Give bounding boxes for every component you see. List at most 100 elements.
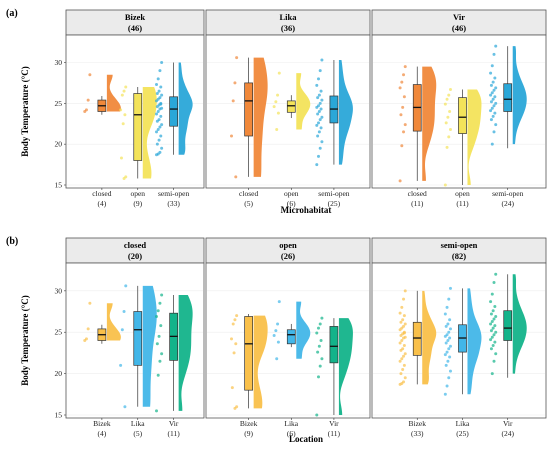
- data-point: [403, 65, 407, 69]
- data-point: [274, 329, 278, 333]
- box: [286, 329, 296, 345]
- data-point: [445, 384, 449, 388]
- violin-half: [467, 288, 482, 395]
- data-point: [444, 341, 448, 345]
- data-point: [443, 334, 447, 338]
- data-point: [316, 121, 320, 125]
- x-tick-label: closed: [408, 189, 427, 198]
- data-point: [403, 376, 407, 380]
- x-tick-label: open: [284, 189, 299, 198]
- data-point: [447, 330, 451, 334]
- data-point: [318, 118, 322, 122]
- data-point: [275, 127, 279, 131]
- data-point: [316, 350, 320, 354]
- data-point: [491, 343, 495, 347]
- facet-panel: open(26) Bizek(9) Lika(6) Vir(11): [205, 237, 371, 438]
- data-point: [490, 372, 494, 376]
- data-point: [402, 343, 406, 347]
- data-point: [443, 353, 447, 357]
- data-point: [492, 130, 496, 134]
- data-point: [402, 130, 406, 134]
- data-point: [316, 112, 320, 116]
- data-point: [317, 93, 321, 97]
- data-point: [448, 318, 452, 322]
- data-point: [398, 341, 402, 345]
- group-count-label: (25): [456, 429, 469, 438]
- data-point: [155, 314, 158, 318]
- data-point: [489, 93, 493, 97]
- data-point: [402, 73, 406, 77]
- data-point: [403, 289, 407, 293]
- data-point: [490, 91, 494, 95]
- group-count-label: (9): [244, 429, 253, 438]
- data-point: [448, 286, 452, 290]
- data-point: [402, 336, 406, 340]
- facet-count: (26): [281, 251, 295, 261]
- group-count-label: (5): [133, 429, 142, 438]
- x-tick-label: open: [455, 189, 470, 198]
- data-point: [448, 127, 452, 131]
- data-point: [88, 301, 92, 305]
- data-point: [402, 297, 406, 301]
- data-point: [120, 93, 124, 97]
- data-point: [402, 363, 406, 367]
- facet-title: closed: [124, 240, 146, 250]
- data-point: [124, 85, 128, 89]
- data-point: [120, 328, 124, 332]
- data-point: [231, 99, 235, 103]
- violin-half: [422, 66, 437, 181]
- data-point: [319, 107, 323, 111]
- group-count-label: (5): [244, 199, 253, 208]
- data-point: [489, 100, 493, 104]
- data-point: [494, 330, 498, 334]
- data-point: [276, 340, 280, 344]
- data-point: [230, 386, 234, 390]
- data-point: [233, 81, 237, 85]
- group-count-label: (24): [501, 429, 514, 438]
- data-point: [159, 134, 163, 138]
- x-tick-label: semi-open: [492, 189, 523, 198]
- data-point: [158, 107, 162, 111]
- data-point: [315, 123, 319, 127]
- data-point: [448, 355, 452, 359]
- data-point: [493, 324, 497, 328]
- data-point: [316, 375, 320, 379]
- panel-letter: (b): [6, 236, 18, 247]
- data-point: [157, 334, 161, 338]
- data-point: [319, 126, 323, 130]
- data-point: [155, 142, 159, 146]
- x-tick-label: Bizek: [408, 419, 426, 428]
- violin-half: [512, 274, 527, 374]
- data-point: [159, 324, 163, 328]
- data-point: [119, 108, 123, 112]
- data-point: [446, 359, 450, 363]
- data-point: [493, 95, 497, 99]
- box: [286, 100, 296, 113]
- data-point: [402, 331, 406, 335]
- box: [329, 326, 339, 364]
- facet-count: (82): [452, 251, 466, 261]
- data-point: [156, 127, 160, 131]
- data-point: [233, 318, 237, 322]
- data-point: [492, 88, 496, 92]
- data-point: [320, 357, 324, 361]
- violin-half: [296, 73, 311, 130]
- box: [133, 93, 143, 161]
- data-point: [276, 93, 280, 97]
- data-point: [489, 322, 493, 326]
- data-point: [155, 130, 158, 134]
- data-point: [156, 77, 160, 81]
- facet-strip: [371, 237, 547, 264]
- data-point: [160, 61, 164, 64]
- data-point: [123, 113, 127, 117]
- box: [503, 83, 513, 112]
- data-point: [156, 309, 160, 313]
- x-tick-label: semi-open: [318, 189, 349, 198]
- facet-panel: semi-open(82) Bizek(33) Lika(25) Vir(24): [371, 237, 547, 438]
- data-point: [443, 392, 447, 396]
- data-point: [88, 73, 92, 77]
- data-point: [398, 359, 402, 363]
- violin-half: [338, 60, 353, 165]
- facet-panel: Vir(46)closed(11)open(11)semi-open(24): [371, 9, 547, 208]
